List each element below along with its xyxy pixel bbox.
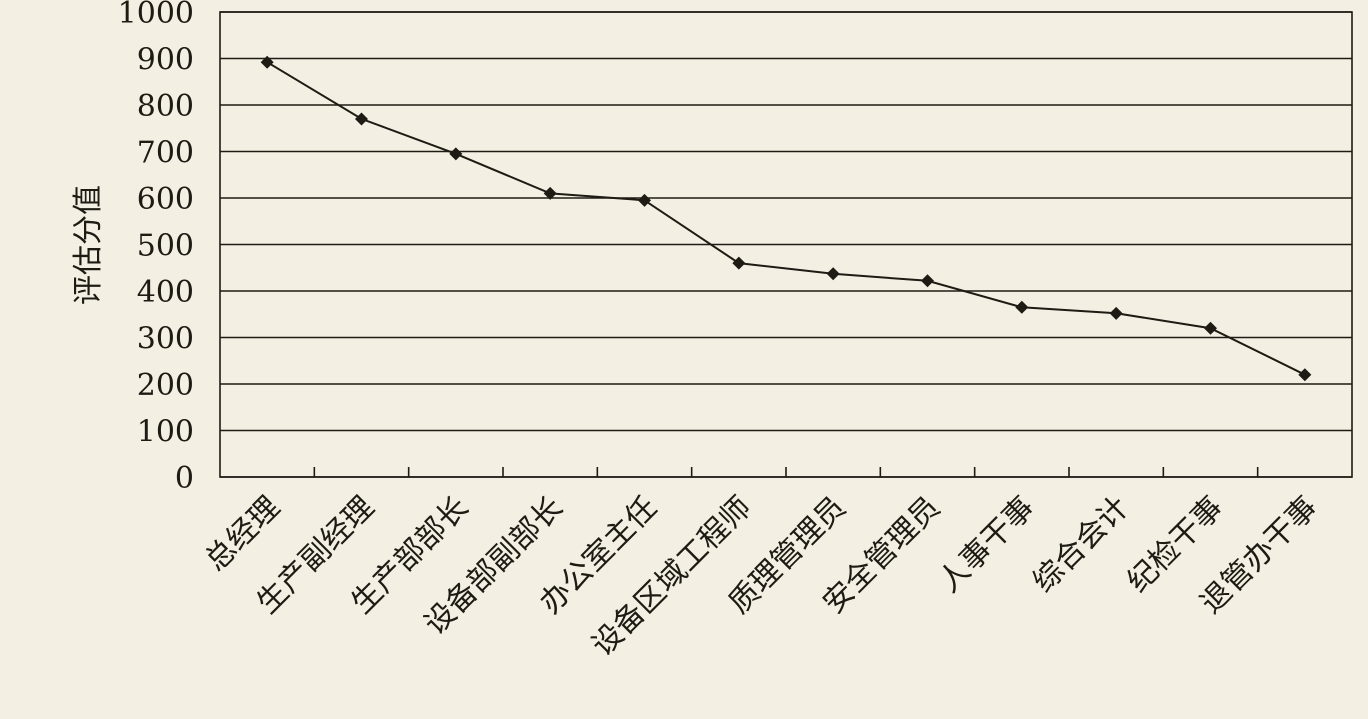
y-tick-label: 200 <box>137 368 194 403</box>
data-point <box>355 112 368 126</box>
series-line <box>266 61 1306 376</box>
y-tick-label: 500 <box>137 229 194 264</box>
y-tick-label: 700 <box>137 136 194 171</box>
y-tick-label: 800 <box>137 89 194 124</box>
x-tick-label: 总经理 <box>198 490 286 578</box>
y-tick-label: 300 <box>137 322 194 357</box>
data-point <box>449 147 463 161</box>
y-tick-labels: 0 100 200 300 400 500 600 700 800 900 1000 <box>118 0 194 496</box>
data-point <box>826 267 840 281</box>
data-point <box>921 274 934 288</box>
data-point <box>1298 368 1312 382</box>
data-point <box>1015 300 1029 314</box>
y-tick-label: 0 <box>175 461 194 496</box>
gridlines <box>220 11 1352 478</box>
y-tick-label: 400 <box>137 275 194 310</box>
data-point <box>543 186 557 200</box>
series <box>260 55 1312 382</box>
y-tick-label: 900 <box>137 43 194 78</box>
y-axis-title: 评估分值 <box>71 185 106 305</box>
data-point <box>732 256 746 270</box>
data-point <box>260 55 274 69</box>
y-tick-label: 600 <box>137 182 194 217</box>
data-point <box>1109 306 1123 320</box>
y-tick-label: 1000 <box>118 0 194 31</box>
x-tick-labels: 总经理生产副经理生产部部长设备部副部长办公室主任设备区域工程师质理管理员安全管理… <box>198 490 1324 663</box>
x-tick-label: 人事干事 <box>932 490 1042 600</box>
y-tick-label: 100 <box>137 415 194 450</box>
x-tick-label: 综合会计 <box>1026 490 1136 600</box>
data-point <box>638 193 651 207</box>
x-tick-label: 设备区域工程师 <box>585 490 758 663</box>
axes <box>219 11 1353 478</box>
data-point <box>1204 321 1217 335</box>
